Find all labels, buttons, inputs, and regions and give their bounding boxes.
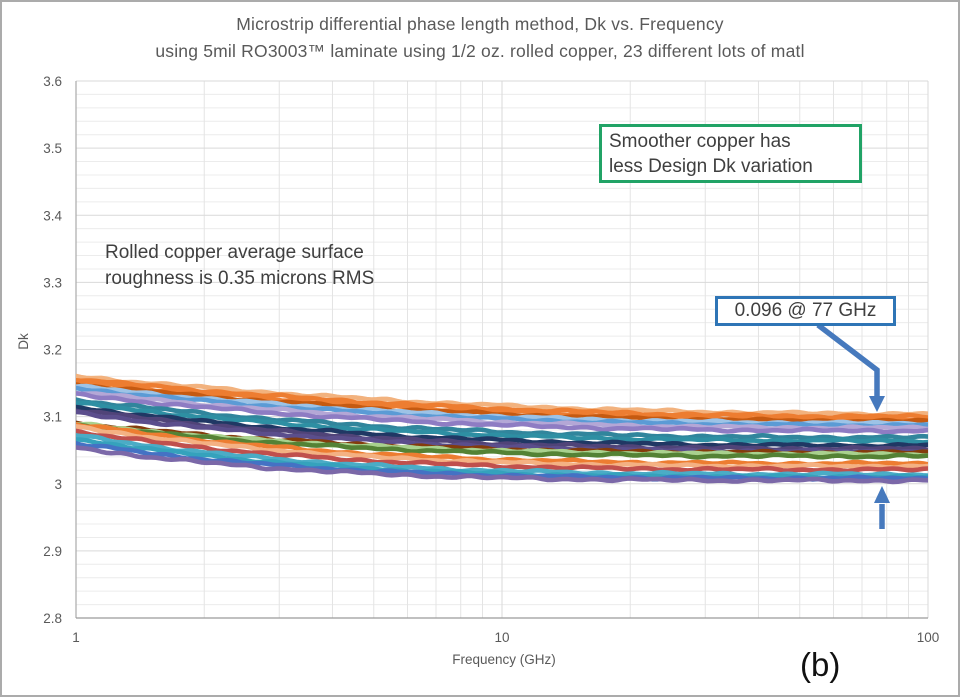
annotation-smoother-line2: less Design Dk variation bbox=[609, 156, 813, 177]
y-axis-title: Dk bbox=[15, 333, 31, 350]
chart-title-line2: using 5mil RO3003™ laminate using 1/2 oz… bbox=[155, 41, 805, 61]
annotation-roughness-line1: Rolled copper average surface bbox=[105, 242, 364, 263]
annotation-smoother-line1: Smoother copper has bbox=[609, 131, 791, 152]
band-bottom-arrow-head bbox=[874, 486, 890, 503]
figure-label: (b) bbox=[800, 646, 841, 683]
series-line-lot-12 bbox=[76, 408, 928, 453]
y-tick-label: 3.5 bbox=[43, 141, 62, 156]
series-line-lot-7 bbox=[76, 390, 928, 432]
series-line-lot-1 bbox=[76, 373, 928, 418]
series-line-lot-10 bbox=[76, 400, 928, 445]
annotation-smoother-copper-box: Smoother copper has less Design Dk varia… bbox=[599, 124, 862, 183]
y-tick-label: 2.9 bbox=[43, 544, 62, 559]
x-tick-label: 100 bbox=[917, 630, 940, 645]
series-line-lot-23 bbox=[76, 445, 928, 485]
y-tick-label: 3.1 bbox=[43, 410, 62, 425]
tick-labels: 2.8 2.9 3 3.1 3.2 3.3 3.4 3.5 3.6 1 10 100 bbox=[43, 74, 939, 645]
delta-arrow-head bbox=[869, 396, 885, 412]
annotation-delta-dk-box: 0.096 @ 77 GHz bbox=[715, 296, 896, 326]
annotation-roughness-line2: roughness is 0.35 microns RMS bbox=[105, 268, 375, 289]
series-line-lot-8 bbox=[76, 391, 928, 435]
series-line-lot-11 bbox=[76, 404, 928, 450]
annotation-roughness-note: Rolled copper average surface roughness … bbox=[105, 240, 374, 292]
y-tick-label: 3.3 bbox=[43, 275, 62, 290]
annotation-arrows bbox=[816, 322, 890, 529]
y-tick-label: 3 bbox=[54, 477, 62, 492]
x-tick-label: 1 bbox=[72, 630, 80, 645]
series-line-lot-21 bbox=[76, 437, 928, 481]
y-tick-label: 2.8 bbox=[43, 611, 62, 626]
chart-title-line1: Microstrip differential phase length met… bbox=[236, 14, 724, 34]
x-tick-label: 10 bbox=[494, 630, 509, 645]
y-tick-label: 3.4 bbox=[43, 208, 62, 223]
series-line-lot-6 bbox=[76, 385, 928, 430]
series-line-lot-2 bbox=[76, 378, 928, 420]
x-axis-title: Frequency (GHz) bbox=[452, 652, 556, 667]
series-line-lot-18 bbox=[76, 424, 928, 471]
y-tick-label: 3.2 bbox=[43, 343, 62, 358]
series-line-lot-16 bbox=[76, 422, 928, 460]
series-group bbox=[76, 373, 928, 485]
chart-title: Microstrip differential phase length met… bbox=[2, 11, 958, 65]
delta-arrow-shaft bbox=[816, 322, 880, 398]
y-tick-label: 3.6 bbox=[43, 74, 62, 89]
